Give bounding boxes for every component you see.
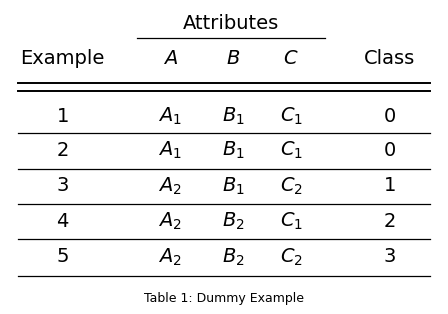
Text: Table 1: Dummy Example: Table 1: Dummy Example (144, 292, 304, 305)
Text: $A_1$: $A_1$ (158, 140, 182, 161)
Text: 1: 1 (56, 107, 69, 126)
Text: 1: 1 (383, 176, 396, 195)
Text: 3: 3 (383, 247, 396, 266)
Text: 3: 3 (56, 176, 69, 195)
Text: 2: 2 (56, 141, 69, 160)
Text: $B$: $B$ (226, 49, 240, 68)
Text: Example: Example (21, 49, 105, 68)
Text: 2: 2 (383, 212, 396, 230)
Text: $C_2$: $C_2$ (280, 246, 303, 268)
Text: 4: 4 (56, 212, 69, 230)
Text: $A_2$: $A_2$ (159, 210, 182, 232)
Text: $C_1$: $C_1$ (280, 210, 303, 232)
Text: 0: 0 (383, 141, 396, 160)
Text: $A$: $A$ (163, 49, 178, 68)
Text: $B_2$: $B_2$ (222, 210, 244, 232)
Text: $C_1$: $C_1$ (280, 140, 303, 161)
Text: $C$: $C$ (284, 49, 299, 68)
Text: $B_2$: $B_2$ (222, 246, 244, 268)
Text: Attributes: Attributes (183, 14, 279, 33)
Text: Class: Class (364, 49, 415, 68)
Text: 0: 0 (383, 107, 396, 126)
Text: $B_1$: $B_1$ (222, 175, 244, 197)
Text: $C_2$: $C_2$ (280, 175, 303, 197)
Text: $A_2$: $A_2$ (159, 246, 182, 268)
Text: $B_1$: $B_1$ (222, 106, 244, 127)
Text: $A_2$: $A_2$ (159, 175, 182, 197)
Text: $B_1$: $B_1$ (222, 140, 244, 161)
Text: 5: 5 (56, 247, 69, 266)
Text: $A_1$: $A_1$ (158, 106, 182, 127)
Text: $C_1$: $C_1$ (280, 106, 303, 127)
